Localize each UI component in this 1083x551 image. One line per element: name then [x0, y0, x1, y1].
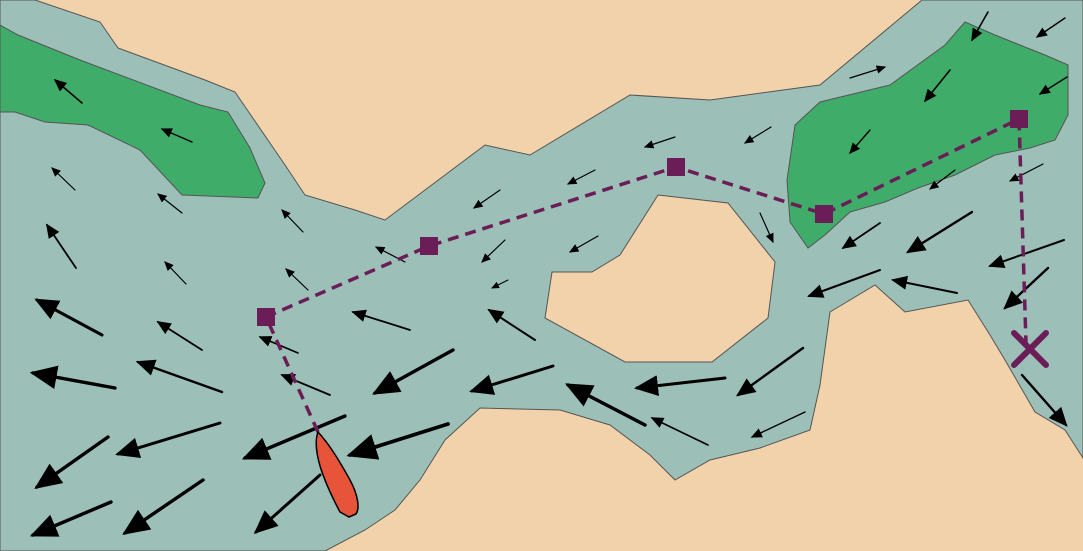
vegetation-left	[0, 24, 266, 199]
current-arrow	[491, 279, 509, 289]
current-arrow	[1003, 266, 1050, 310]
current-arrow	[473, 189, 501, 209]
current-arrow	[53, 78, 83, 104]
waypoint-5[interactable]	[1010, 110, 1028, 128]
waypoint-3[interactable]	[667, 158, 685, 176]
current-arrow	[650, 417, 709, 446]
current-arrow	[487, 308, 536, 341]
current-arrow	[1035, 17, 1066, 38]
current-arrow	[51, 167, 76, 191]
current-arrow	[160, 128, 193, 143]
current-arrow	[988, 239, 1065, 268]
current-arrow	[29, 500, 113, 537]
current-arrow	[45, 223, 77, 269]
current-arrow	[253, 473, 322, 534]
current-arrow	[1008, 163, 1044, 182]
current-arrow	[905, 210, 974, 254]
current-arrow	[351, 309, 411, 331]
current-arrow	[280, 374, 331, 396]
waypoint-2[interactable]	[420, 237, 438, 255]
current-arrow	[971, 11, 989, 42]
current-arrow	[164, 261, 187, 285]
current-arrow	[157, 193, 183, 214]
current-arrow	[634, 375, 727, 397]
current-arrow	[759, 212, 774, 244]
current-arrow	[643, 136, 676, 149]
current-arrow	[566, 169, 596, 185]
current-arrow	[29, 365, 117, 390]
current-arrow	[34, 298, 104, 337]
current-arrows	[29, 11, 1068, 537]
central-island	[544, 194, 776, 363]
current-arrow	[891, 275, 958, 294]
current-arrow	[743, 126, 772, 144]
current-arrow	[135, 359, 224, 394]
current-arrow	[481, 239, 506, 263]
current-arrow	[241, 414, 347, 460]
current-arrow	[156, 321, 203, 351]
current-arrow	[923, 69, 951, 103]
current-arrow	[736, 346, 805, 397]
current-arrow	[281, 209, 304, 233]
current-arrow	[929, 169, 956, 190]
current-arrow	[750, 411, 806, 438]
boat-icon[interactable]	[315, 430, 359, 518]
waypoint-1[interactable]	[257, 308, 275, 326]
current-arrow	[115, 421, 222, 458]
current-arrow	[469, 364, 555, 395]
current-arrow	[346, 422, 450, 460]
waypoint-4[interactable]	[815, 205, 833, 223]
current-arrow	[285, 268, 309, 291]
current-arrow	[1020, 373, 1068, 427]
current-arrow	[34, 435, 110, 489]
current-arrow	[564, 383, 647, 427]
current-arrow	[849, 65, 887, 79]
destination-x-icon[interactable]	[1011, 330, 1049, 368]
vegetation-right	[786, 21, 1069, 249]
current-arrow	[841, 222, 881, 250]
current-arrow	[807, 269, 881, 298]
current-arrow	[849, 129, 871, 155]
current-arrow	[122, 478, 205, 535]
current-arrow	[1038, 76, 1068, 95]
current-arrow	[568, 235, 599, 253]
current-arrow	[372, 348, 455, 395]
